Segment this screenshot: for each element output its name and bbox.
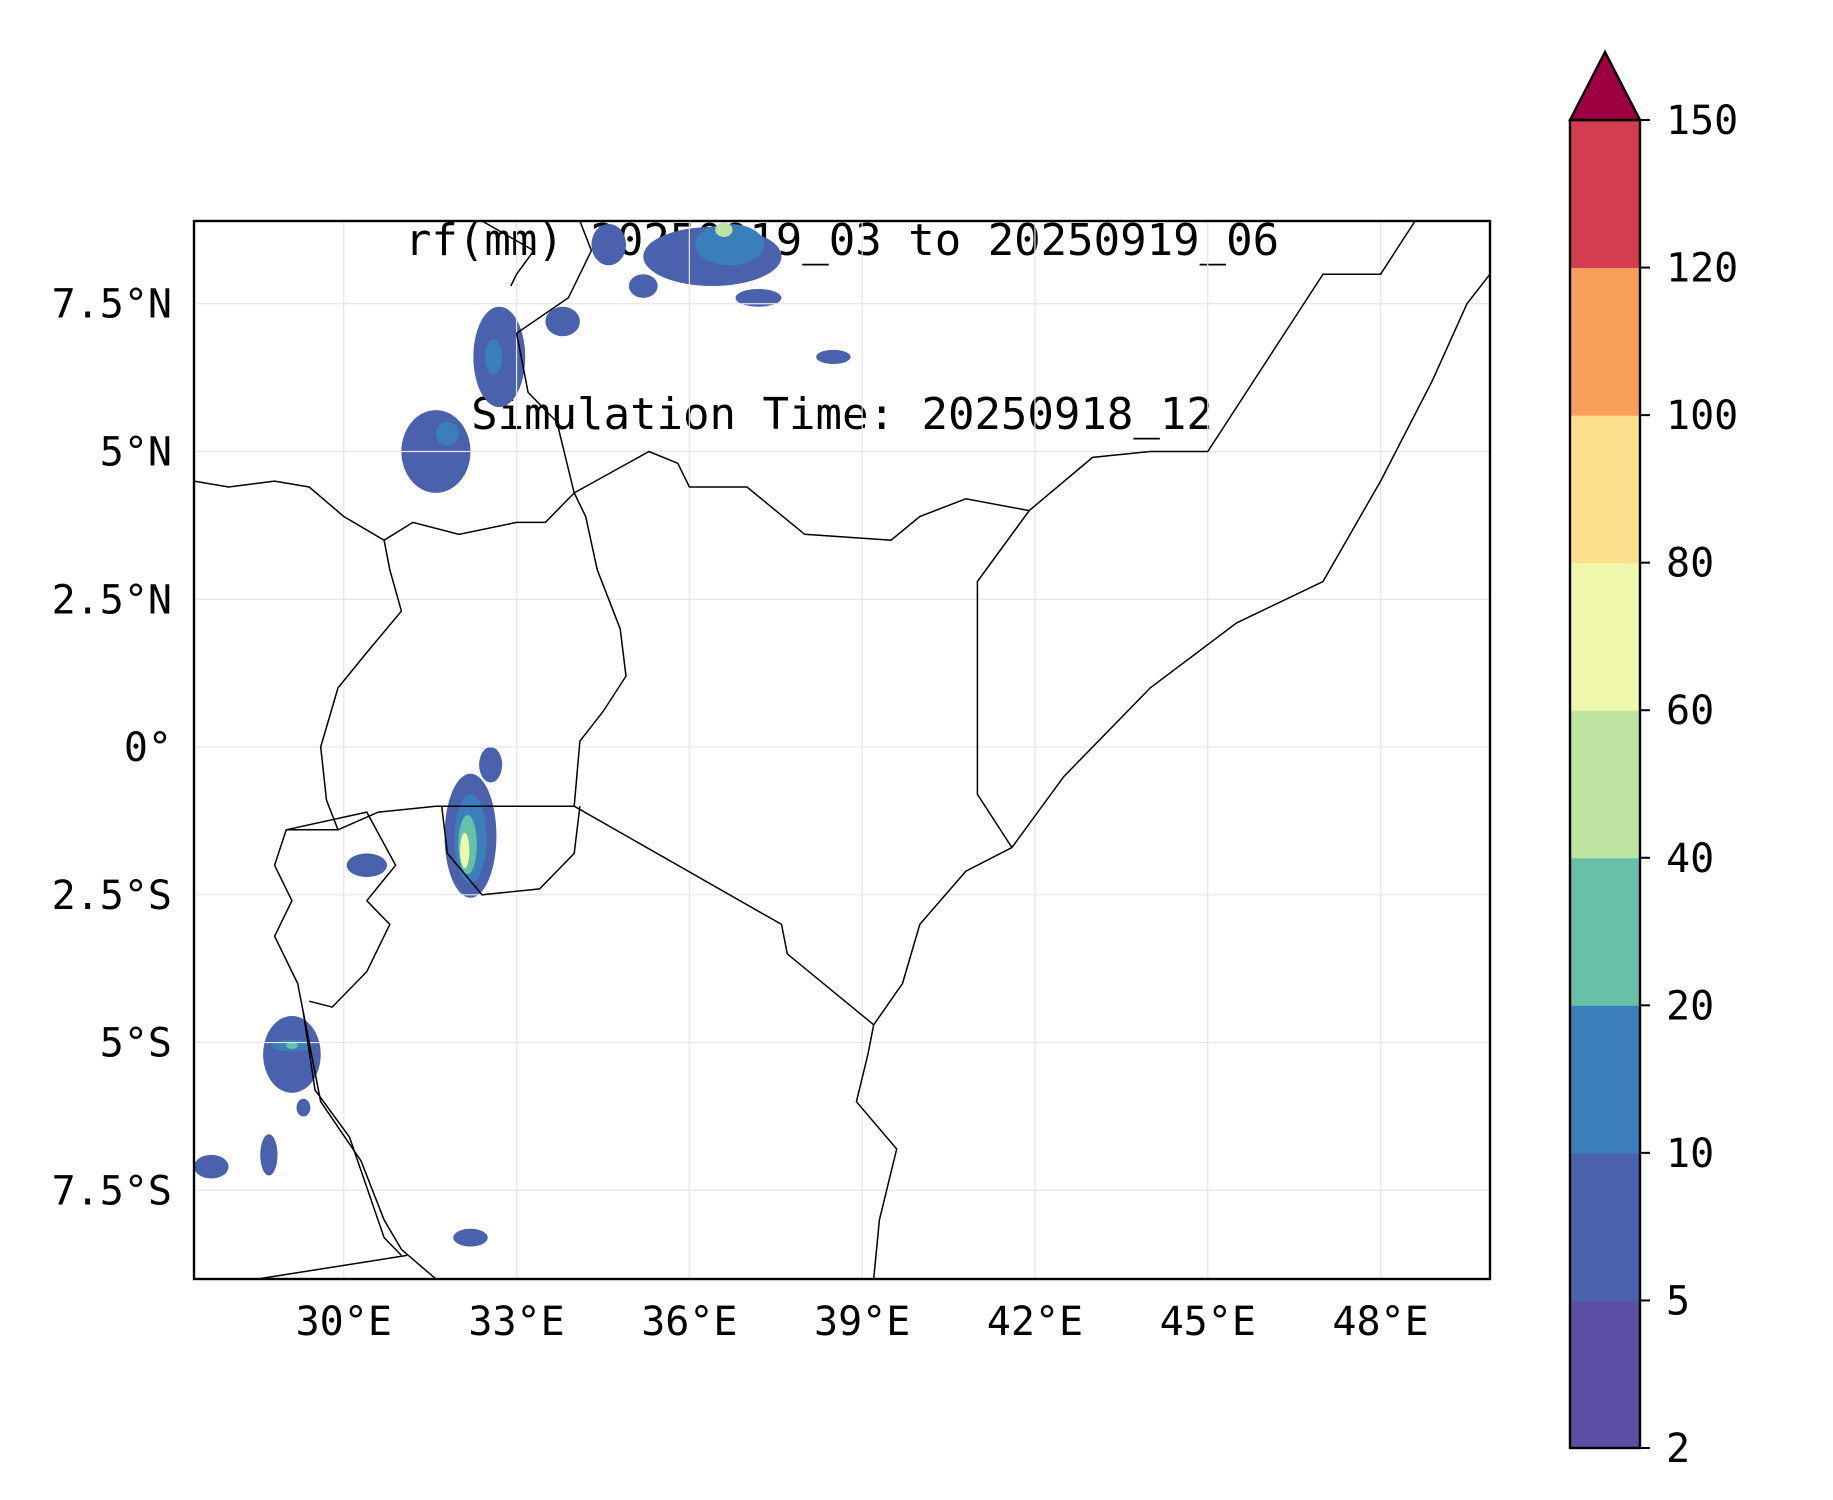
rain-area-15 [460, 832, 470, 869]
border-line-9 [257, 1254, 408, 1279]
colorbar-segment-0 [1570, 1300, 1640, 1449]
rain-area-8 [435, 421, 459, 446]
rain-area-21 [260, 1134, 278, 1176]
border-line-0 [319, 491, 627, 831]
colorbar-frame [1568, 118, 1642, 1450]
rain-area-6 [484, 339, 503, 375]
lon-tick-label: 39°E [814, 1299, 910, 1345]
gridlines [194, 221, 1490, 1279]
longitude-ticks: 30°E 33°E 36°E 39°E 42°E 45°E 48°E [296, 1299, 1429, 1345]
border-line-12 [302, 1012, 402, 1256]
map-frame [192, 219, 1492, 1281]
rain-area-22 [194, 1154, 229, 1179]
colorbar-segment-3 [1570, 857, 1640, 1006]
lon-tick-label: 42°E [987, 1299, 1083, 1345]
colorbar-segment-6 [1570, 415, 1640, 564]
border-line-3 [1028, 221, 1416, 512]
rain-area-17 [346, 853, 387, 878]
rain-area-2 [715, 222, 733, 237]
colorbar: 2 5 10 20 40 60 80 100 120 150 [1568, 49, 1738, 1472]
border-line-4 [515, 221, 593, 494]
rain-area-3 [591, 223, 626, 266]
colorbar-tick-label: 10 [1666, 1131, 1714, 1177]
border-line-6 [194, 480, 385, 541]
colorbar-segment-1 [1570, 1152, 1640, 1301]
rain-area-4 [628, 274, 658, 298]
lon-tick-label: 30°E [296, 1299, 392, 1345]
border-line-1 [573, 805, 875, 1026]
colorbar-tick-label: 80 [1666, 541, 1714, 587]
colorbar-segment-8 [1570, 120, 1640, 269]
plot-area [192, 219, 1492, 1281]
rain-area-23 [296, 1098, 311, 1117]
colorbar-tick-label: 150 [1666, 98, 1738, 144]
lat-tick-label: 0° [124, 725, 172, 771]
map-title: rf(mm) 20250919_03 to 20250919_06 Simula… [194, 96, 1490, 502]
country-borders [194, 221, 1490, 1279]
lon-tick-label: 45°E [1160, 1299, 1256, 1345]
border-line-8 [286, 811, 397, 1008]
rain-area-1 [695, 223, 765, 266]
rain-area-20 [286, 1041, 298, 1050]
lon-tick-label: 36°E [641, 1299, 737, 1345]
lat-tick-label: 5°S [100, 1021, 172, 1067]
colorbar-tick-label: 100 [1666, 393, 1738, 439]
colorbar-segment-7 [1570, 267, 1640, 416]
lat-tick-label: 7.5°N [52, 282, 172, 328]
border-line-5 [481, 221, 535, 287]
rain-area-11 [735, 288, 782, 307]
colorbar-tick-label: 5 [1666, 1278, 1690, 1324]
rain-area-24 [453, 1228, 488, 1247]
colorbar-tick-label: 60 [1666, 688, 1714, 734]
lat-tick-label: 2.5°S [52, 873, 172, 919]
colorbar-tick-label: 120 [1666, 246, 1738, 292]
colorbar-segment-2 [1570, 1005, 1640, 1154]
colorbar-tick-label: 20 [1666, 983, 1714, 1029]
latitude-ticks: 7.5°N 5°N 2.5°N 0° 2.5°S 5°S 7.5°S [52, 282, 172, 1215]
title-line-2: Simulation Time: 20250918_12 [471, 389, 1213, 440]
lat-tick-label: 2.5°N [52, 577, 172, 623]
rain-area-10 [816, 349, 851, 365]
lat-tick-label: 7.5°S [52, 1168, 172, 1214]
rain-area-16 [479, 747, 503, 783]
border-line-2 [573, 450, 1031, 848]
colorbar-extend-arrow [1568, 49, 1642, 122]
lon-tick-label: 48°E [1332, 1299, 1428, 1345]
lon-tick-label: 33°E [468, 1299, 564, 1345]
border-line-10 [855, 273, 1490, 1279]
rainfall-layer [194, 222, 851, 1247]
border-line-11 [440, 806, 581, 896]
colorbar-segment-4 [1570, 710, 1640, 859]
lat-tick-label: 5°N [100, 430, 172, 476]
colorbar-segment-5 [1570, 562, 1640, 711]
colorbar-tick-label: 2 [1666, 1426, 1690, 1472]
rain-area-9 [545, 306, 580, 337]
colorbar-tick-label: 40 [1666, 836, 1714, 882]
